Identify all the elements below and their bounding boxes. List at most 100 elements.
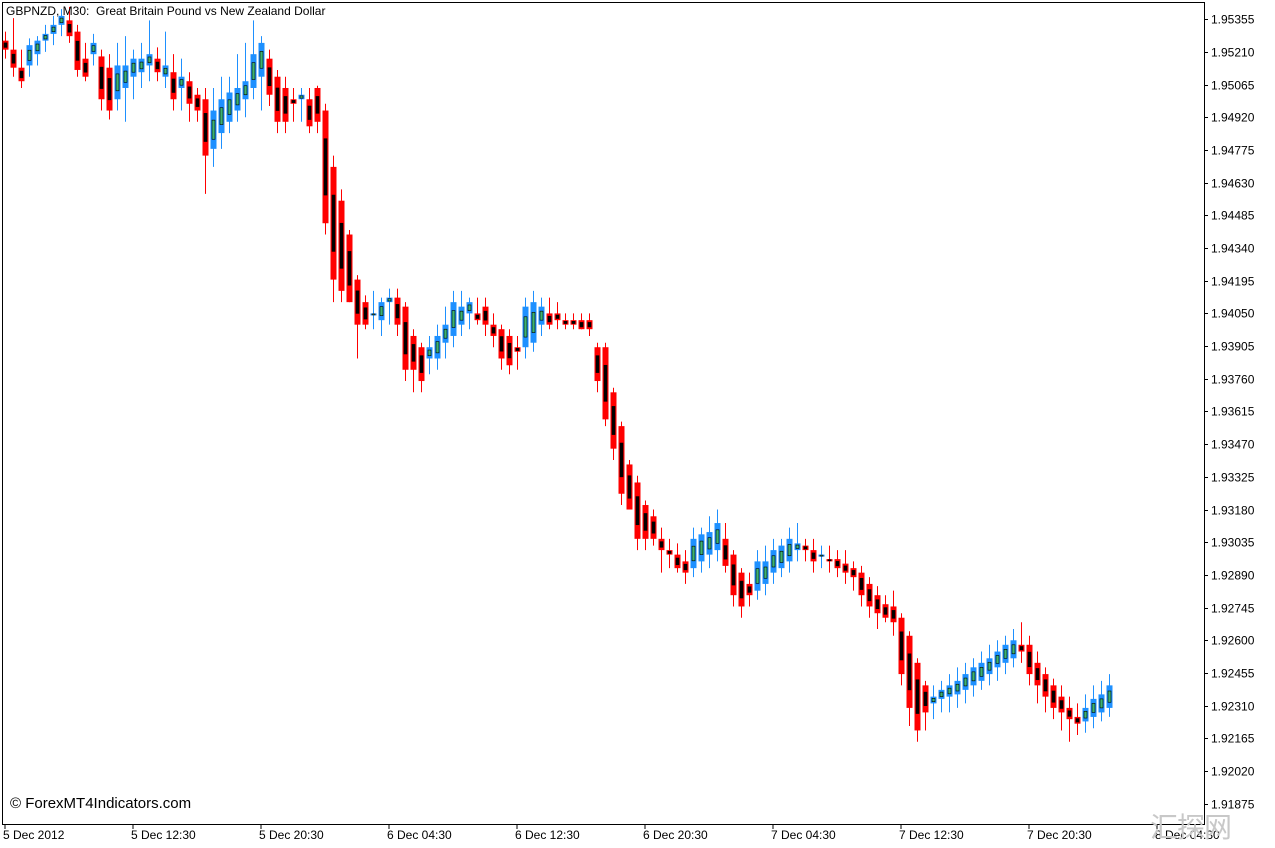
time-tick-label: 7 Dec 20:30 (1027, 828, 1092, 842)
price-tick-label: 1.93325 (1211, 471, 1255, 485)
price-tick-label: 1.92165 (1211, 732, 1255, 746)
candle-inner-body (587, 322, 592, 328)
price-tick-label: 1.93035 (1211, 536, 1255, 550)
price-tick-label: 1.94340 (1211, 242, 1255, 256)
price-tick-label: 1.93470 (1211, 438, 1255, 452)
candle-inner-body (659, 541, 664, 548)
candle-inner-body (819, 554, 824, 557)
candle-inner-body (83, 62, 88, 73)
candle-inner-body (803, 546, 808, 550)
candle-inner-body (11, 53, 16, 64)
candle-inner-body (1059, 700, 1064, 709)
candle-inner-body (251, 62, 256, 80)
candle-inner-body (27, 49, 32, 61)
candle-inner-body (787, 544, 792, 557)
time-tick-label: 8 Dec 04:30 (1155, 828, 1220, 842)
candle-inner-body (491, 327, 496, 334)
candle-inner-body (563, 321, 568, 324)
copyright-label: © ForexMT4Indicators.com (10, 795, 192, 812)
candle-inner-body (43, 35, 48, 40)
candle-inner-body (1051, 690, 1056, 703)
candle-inner-body (947, 687, 952, 695)
price-tick-label: 1.94775 (1211, 144, 1255, 158)
candle-inner-body (515, 348, 520, 351)
candle-inner-body (35, 43, 40, 52)
candle-inner-body (387, 298, 392, 302)
candle-inner-body (523, 316, 528, 338)
candle-inner-body (451, 310, 456, 328)
candle-inner-body (843, 565, 848, 571)
candle-inner-body (371, 313, 376, 316)
time-tick-label: 6 Dec 20:30 (643, 828, 708, 842)
candle-inner-body (995, 655, 1000, 664)
candle-inner-body (91, 45, 96, 52)
candle-inner-body (627, 475, 632, 499)
candle-inner-body (683, 563, 688, 571)
candle-inner-body (795, 544, 800, 549)
candle-inner-body (955, 683, 960, 692)
candle-inner-body (355, 290, 360, 314)
candle-inner-body (3, 42, 8, 48)
candle-inner-body (1003, 648, 1008, 659)
candle-inner-body (67, 24, 72, 33)
candle-inner-body (827, 559, 832, 562)
candle-inner-body (139, 61, 144, 70)
candle-inner-body (691, 545, 696, 562)
candle-inner-body (923, 691, 928, 706)
candle-inner-body (883, 607, 888, 615)
candle-inner-body (59, 17, 64, 23)
candle-inner-body (395, 304, 400, 319)
candle-inner-body (363, 307, 368, 320)
candle-inner-body (347, 251, 352, 286)
candle-inner-body (891, 610, 896, 619)
candle-inner-body (163, 67, 168, 75)
watermark-logo: 汇探网 (1150, 811, 1232, 844)
candle-inner-body (907, 653, 912, 691)
candle-inner-body (331, 194, 336, 252)
candle-inner-body (899, 631, 904, 661)
candle-inner-body (1027, 651, 1032, 668)
candle-inner-body (275, 87, 280, 111)
price-tick-label: 1.94195 (1211, 275, 1255, 289)
price-tick-label: 1.92890 (1211, 569, 1255, 583)
time-tick-label: 5 Dec 2012 (3, 828, 65, 842)
candle-inner-body (867, 589, 872, 602)
candle-inner-body (875, 599, 880, 610)
time-tick-label: 6 Dec 04:30 (387, 828, 452, 842)
candle-inner-body (979, 667, 984, 677)
price-tick-label: 1.94630 (1211, 177, 1255, 191)
candle-inner-body (835, 561, 840, 567)
price-tick-label: 1.95355 (1211, 13, 1255, 27)
candle-inner-body (403, 322, 408, 355)
candle-inner-body (475, 314, 480, 319)
candle-inner-body (571, 321, 576, 324)
candle-inner-body (195, 98, 200, 107)
candle-inner-body (171, 78, 176, 93)
candle-inner-body (147, 56, 152, 63)
time-tick-label: 7 Dec 12:30 (899, 828, 964, 842)
candle-inner-body (315, 96, 320, 114)
candle-inner-body (699, 540, 704, 555)
candle-inner-body (595, 355, 600, 373)
candle-inner-body (811, 552, 816, 559)
candle-inner-body (123, 70, 128, 83)
candle-inner-body (179, 79, 184, 86)
candle-inner-body (1099, 698, 1104, 709)
time-tick-label: 6 Dec 12:30 (515, 828, 580, 842)
candle-inner-body (1091, 703, 1096, 713)
candle-inner-body (851, 570, 856, 576)
candle-inner-body (747, 586, 752, 593)
candle-inner-body (731, 564, 736, 586)
candle-inner-body (1035, 668, 1040, 681)
candle-inner-body (1019, 646, 1024, 651)
candle-inner-body (131, 62, 136, 73)
candle-inner-body (939, 691, 944, 697)
candle-inner-body (51, 26, 56, 32)
candle-inner-body (19, 70, 24, 79)
candles-layer (2, 6, 1113, 742)
candle-inner-body (739, 580, 744, 599)
candle-inner-body (1075, 718, 1080, 723)
candle-inner-body (723, 545, 728, 560)
candle-inner-body (427, 349, 432, 356)
candle-inner-body (915, 679, 920, 714)
